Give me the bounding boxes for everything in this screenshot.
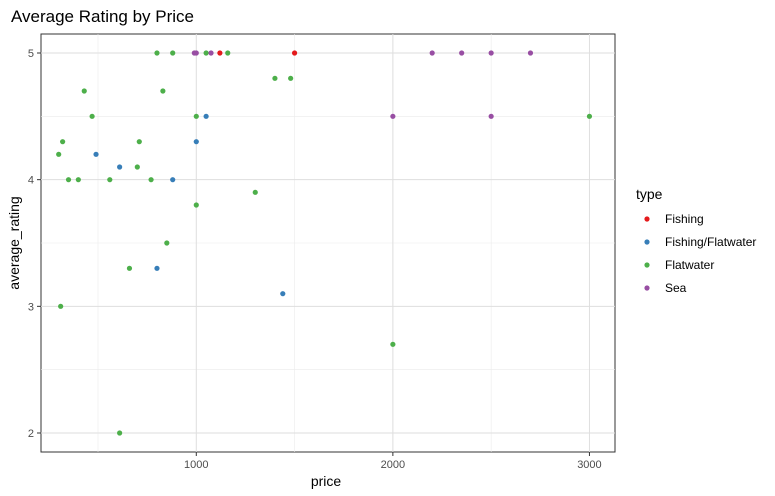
data-point — [203, 113, 209, 119]
data-point — [65, 177, 72, 183]
series-fishing — [217, 50, 298, 56]
data-point — [429, 50, 435, 56]
data-point — [203, 50, 209, 56]
data-point — [160, 88, 166, 94]
legend-key — [644, 239, 650, 245]
legend-key — [644, 262, 650, 268]
data-point — [488, 50, 494, 56]
y-axis-title: average_rating — [6, 196, 22, 289]
data-point — [390, 113, 396, 119]
y-tick-label: 5 — [28, 48, 34, 60]
data-point — [291, 50, 298, 56]
legend-items: Fishing Fishing/Flatwater Flatwater Sea — [644, 212, 756, 295]
data-point — [193, 202, 199, 208]
data-point — [170, 177, 176, 183]
data-point — [280, 291, 286, 297]
y-axis-ticks: 2 3 4 5 — [28, 48, 41, 440]
data-point — [154, 50, 160, 56]
data-point — [58, 303, 64, 309]
legend-label: Fishing/Flatwater — [665, 235, 756, 249]
data-point — [527, 50, 534, 56]
data-points — [56, 50, 593, 436]
y-tick-label: 3 — [28, 301, 34, 313]
y-tick-label: 2 — [28, 428, 34, 440]
legend-key — [644, 285, 650, 291]
series-flatwater — [56, 50, 593, 436]
data-point — [154, 265, 160, 271]
x-tick-label: 2000 — [381, 459, 405, 471]
x-tick-label: 1000 — [184, 459, 208, 471]
data-point — [136, 139, 142, 145]
data-point — [193, 139, 199, 145]
legend: type Fishing Fishing/Flatwater Flatwater Se… — [636, 186, 756, 295]
series-fishing-flatwater — [93, 113, 286, 297]
grid-lines — [41, 34, 615, 452]
legend-title: type — [636, 186, 663, 202]
data-point — [93, 151, 99, 157]
data-point — [586, 113, 593, 119]
chart-title: Average Rating by Price — [11, 7, 194, 26]
plot-area — [40, 33, 616, 453]
data-point — [60, 139, 66, 145]
data-point — [488, 113, 494, 119]
y-tick-label: 4 — [28, 175, 34, 187]
data-point — [148, 177, 154, 183]
data-point — [193, 113, 199, 119]
x-axis-ticks: 1000 2000 3000 — [184, 452, 602, 471]
x-tick-label: 3000 — [577, 459, 601, 471]
data-point — [107, 177, 113, 183]
data-point — [272, 75, 278, 81]
data-point — [217, 50, 223, 56]
data-point — [252, 189, 258, 195]
x-axis-title: price — [311, 473, 342, 489]
series-sea — [191, 50, 534, 119]
legend-item: Sea — [644, 281, 687, 295]
legend-item: Fishing/Flatwater — [644, 235, 756, 249]
legend-label: Flatwater — [665, 258, 714, 272]
data-point — [75, 177, 81, 183]
data-point — [117, 164, 123, 170]
data-point — [170, 50, 176, 56]
data-point — [288, 75, 294, 81]
data-point — [134, 164, 140, 170]
data-point — [126, 265, 133, 271]
data-point — [390, 341, 396, 347]
legend-item: Flatwater — [644, 258, 714, 272]
data-point — [459, 50, 465, 56]
data-point — [117, 430, 123, 436]
legend-key — [644, 216, 650, 222]
data-point — [225, 50, 231, 56]
data-point — [89, 113, 95, 119]
legend-label: Fishing — [665, 212, 704, 226]
legend-item: Fishing — [644, 212, 704, 226]
data-point — [164, 240, 170, 246]
data-point — [81, 88, 87, 94]
legend-label: Sea — [665, 281, 687, 295]
data-point — [208, 50, 214, 56]
data-point — [56, 151, 62, 157]
data-point — [193, 50, 199, 56]
